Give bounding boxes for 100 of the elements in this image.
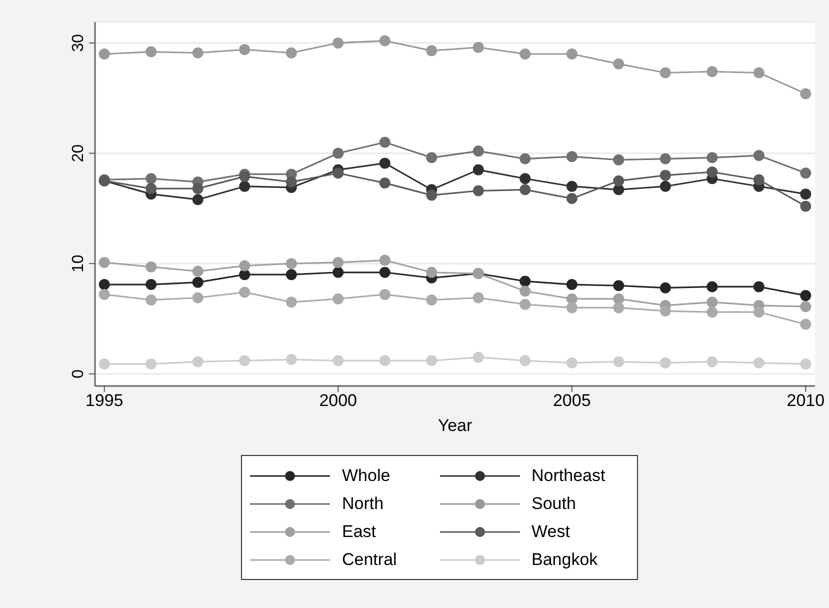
point <box>192 47 204 58</box>
legend-label: South <box>532 494 576 514</box>
point <box>753 357 764 368</box>
x-axis-title: Year <box>438 416 473 435</box>
legend-label: Central <box>342 550 397 570</box>
point <box>660 305 671 316</box>
point <box>98 288 110 300</box>
point <box>800 200 812 212</box>
point <box>753 281 764 292</box>
point <box>239 286 250 298</box>
point <box>426 190 438 201</box>
y-tick-label: 20 <box>70 144 87 162</box>
point <box>239 44 250 56</box>
point <box>332 355 344 366</box>
legend-label: West <box>532 522 570 542</box>
point <box>520 286 531 297</box>
point <box>146 279 157 290</box>
point <box>613 356 624 368</box>
point <box>520 184 531 196</box>
legend-label: North <box>342 494 384 514</box>
point <box>426 266 438 278</box>
point <box>753 174 764 186</box>
point <box>192 292 204 304</box>
point <box>239 260 250 272</box>
point <box>800 290 812 302</box>
point <box>706 296 718 308</box>
point <box>146 173 157 184</box>
point <box>566 180 578 192</box>
point <box>520 276 531 287</box>
point <box>566 48 578 60</box>
point <box>472 42 484 53</box>
point <box>613 154 624 166</box>
point <box>192 194 204 206</box>
point <box>379 254 390 266</box>
legend-label: Bangkok <box>532 550 598 570</box>
point <box>379 178 390 189</box>
point <box>192 356 204 368</box>
y-tick-label: 0 <box>70 369 87 378</box>
point <box>566 151 578 162</box>
point <box>520 173 531 184</box>
point <box>146 294 157 306</box>
point <box>332 148 344 159</box>
point <box>426 294 438 306</box>
point <box>660 282 671 294</box>
point <box>98 279 110 290</box>
y-tick-label: 30 <box>70 34 87 52</box>
point <box>660 153 671 164</box>
point <box>706 281 718 292</box>
point <box>706 166 718 178</box>
point <box>800 88 812 100</box>
legend-label: Northeast <box>532 466 606 486</box>
point <box>753 67 764 78</box>
point <box>98 358 110 370</box>
point <box>613 175 624 186</box>
point <box>800 358 812 370</box>
point <box>426 152 438 164</box>
point <box>98 48 110 60</box>
point <box>753 306 764 318</box>
point <box>98 256 110 268</box>
point <box>379 136 390 148</box>
point <box>520 48 531 60</box>
point <box>192 266 204 277</box>
point <box>706 152 718 164</box>
point <box>332 266 344 278</box>
point <box>426 45 438 56</box>
point <box>706 66 718 78</box>
point <box>332 37 344 48</box>
point <box>566 357 578 368</box>
point <box>800 318 812 330</box>
point <box>379 158 390 169</box>
x-tick-label: 2000 <box>319 391 358 410</box>
point <box>706 356 718 368</box>
point <box>192 276 204 288</box>
point <box>379 288 390 300</box>
point <box>660 357 671 368</box>
point <box>239 355 250 366</box>
x-tick-label: 2005 <box>552 391 591 410</box>
y-tick-label: 10 <box>70 254 87 272</box>
point <box>332 293 344 304</box>
point <box>800 188 812 200</box>
point <box>286 47 297 58</box>
point <box>800 168 812 179</box>
point <box>286 296 297 308</box>
point <box>146 261 157 272</box>
x-tick-label: 2010 <box>786 391 825 410</box>
x-tick-label: 1995 <box>85 391 124 410</box>
point <box>520 298 531 310</box>
point <box>660 180 671 192</box>
point <box>660 67 671 78</box>
point <box>332 256 344 268</box>
point <box>566 279 578 290</box>
point <box>472 164 484 176</box>
point <box>472 185 484 196</box>
point <box>472 352 484 363</box>
point <box>660 170 671 181</box>
point <box>286 354 297 366</box>
point <box>472 292 484 304</box>
point <box>566 302 578 314</box>
point <box>379 266 390 278</box>
point <box>379 35 390 46</box>
